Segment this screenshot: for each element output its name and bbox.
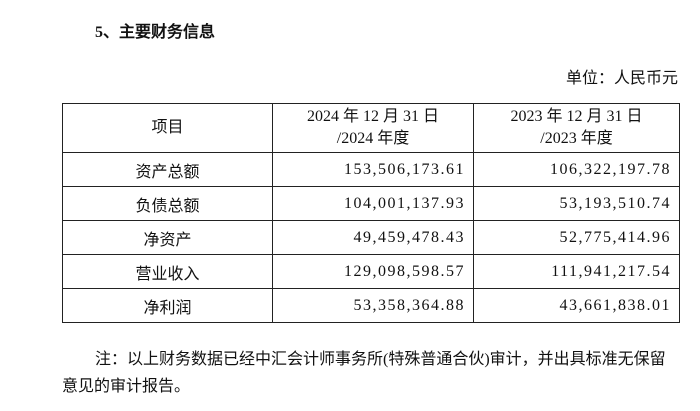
table-row: 负债总额 104,001,137.93 53,193,510.74	[62, 186, 680, 221]
table-cell: 净资产	[62, 220, 273, 255]
table-cell: 129,098,598.57	[272, 254, 474, 289]
table-cell: 111,941,217.54	[473, 254, 680, 289]
table-cell: 104,001,137.93	[272, 186, 474, 221]
unit: 单位：人民币元	[565, 70, 678, 87]
note: 注：以上财务数据已经中汇会计师事务所(特殊普通合伙)审计，并出具标准无保留意见的…	[62, 351, 666, 395]
header-cell: 2024 年 12 月 31 日/2024 年度	[272, 103, 474, 153]
table-row: 净利润 53,358,364.88 43,661,838.01	[62, 288, 680, 323]
table-cell: 153,506,173.61	[272, 152, 474, 187]
header-cell: 项目	[62, 103, 273, 153]
table-cell: 106,322,197.78	[473, 152, 680, 187]
header-text: 项目	[151, 119, 184, 136]
table-cell: 负债总额	[62, 186, 273, 221]
table-cell: 49,459,478.43	[272, 220, 474, 255]
header-cell: 2023 年 12 月 31 日/2023 年度	[473, 103, 680, 153]
header-line: 2023 年 12 月 31 日	[510, 108, 643, 125]
table-row: 资产总额 153,506,173.61 106,322,197.78	[62, 152, 680, 187]
table-row: 净资产 49,459,478.43 52,775,414.96	[62, 220, 680, 255]
heading: 5、主要财务信息	[95, 24, 216, 41]
table-cell: 43,661,838.01	[473, 288, 680, 323]
table-cell: 52,775,414.96	[473, 220, 680, 255]
table-cell: 53,358,364.88	[272, 288, 474, 323]
table-cell: 净利润	[62, 288, 273, 323]
table-cell: 资产总额	[62, 152, 273, 187]
table-cell: 营业收入	[62, 254, 273, 289]
header-line: /2023 年度	[540, 130, 613, 147]
table-row: 营业收入 129,098,598.57 111,941,217.54	[62, 254, 680, 289]
header-line: 2024 年 12 月 31 日	[306, 108, 439, 125]
header-line: /2024 年度	[336, 130, 410, 147]
table: 项目 2024 年 12 月 31 日/2024 年度 2023 年 12 月 31…	[62, 103, 680, 323]
header-row: 项目 2024 年 12 月 31 日/2024 年度 2023 年 12 月 31…	[62, 103, 680, 153]
table-cell: 53,193,510.74	[473, 186, 680, 221]
